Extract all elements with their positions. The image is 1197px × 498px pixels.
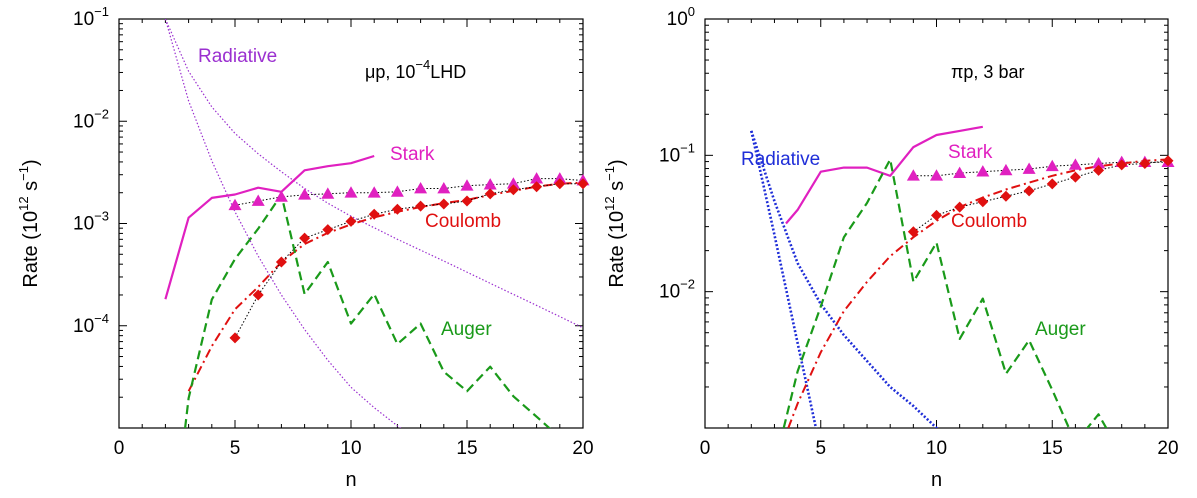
left-series-label-coulomb: Coulomb xyxy=(425,211,501,232)
left-series-line xyxy=(187,181,583,392)
left-diamond-marker xyxy=(577,178,589,190)
left-diamond-marker xyxy=(229,332,241,344)
left-triangle-marker xyxy=(414,181,428,194)
left-triangle-marker xyxy=(321,187,335,199)
left-series-line xyxy=(184,193,551,428)
left-diamond-marker xyxy=(391,203,403,215)
left-series-line xyxy=(234,183,583,339)
left-diamond-marker xyxy=(252,289,264,301)
left-triangle-marker xyxy=(390,185,404,197)
left-series-label-radiative: Radiative xyxy=(198,46,277,67)
right-diamond-marker xyxy=(1139,158,1151,170)
right-triangle-marker xyxy=(930,169,943,181)
right-x-tick-label: 15 xyxy=(1042,438,1063,459)
right-series-label-radiative: Radiative xyxy=(741,149,820,170)
left-annotation: μp, 10−4LHD xyxy=(365,57,466,82)
right-x-axis-label: n xyxy=(931,469,942,491)
left-triangle-marker xyxy=(460,179,474,191)
right-diamond-marker xyxy=(907,226,919,238)
left-triangle-marker xyxy=(274,190,288,202)
right-diamond-marker xyxy=(954,201,966,213)
right-y-tick-label: 10−1 xyxy=(659,140,695,166)
left-triangle-marker xyxy=(553,172,567,184)
left-triangle-marker xyxy=(344,186,358,198)
right-x-tick-label: 20 xyxy=(1157,438,1178,459)
left-y-tick-label: 10−2 xyxy=(73,106,109,132)
left-diamond-marker xyxy=(531,181,543,193)
left-y-tick-label: 10−4 xyxy=(73,311,109,337)
left-x-axis-label: n xyxy=(345,469,356,491)
left-diamond-marker xyxy=(507,184,519,196)
left-diamond-marker xyxy=(322,224,334,236)
left-diamond-marker xyxy=(275,256,287,268)
left-chart-panel: 0 5 10 15 20 10−1 10−2 10−3 10−4 n Rate (1012 s−1)… xyxy=(16,4,594,491)
left-diamond-marker xyxy=(438,198,450,210)
left-triangle-marker xyxy=(367,186,381,198)
right-triangle-marker xyxy=(1022,162,1036,174)
left-series-line xyxy=(234,178,583,206)
left-triangle-marker xyxy=(530,172,544,184)
left-series-line xyxy=(164,19,402,428)
right-x-tick-label: 0 xyxy=(700,438,711,459)
left-triangle-marker xyxy=(483,178,497,190)
right-series-line xyxy=(787,158,1168,428)
right-y-tick-label: 100 xyxy=(667,4,695,30)
left-y-axis-label: Rate (1012 s−1) xyxy=(16,159,42,287)
right-triangle-marker xyxy=(1092,157,1106,169)
left-triangle-marker xyxy=(437,181,451,194)
right-diamond-marker xyxy=(1046,178,1058,190)
right-diamond-marker xyxy=(1023,185,1035,197)
left-y-tick-label: 10−3 xyxy=(73,209,109,235)
right-series-label-auger: Auger xyxy=(1035,319,1086,340)
left-diamond-marker xyxy=(554,178,566,190)
right-plot-frame xyxy=(704,18,1169,429)
left-series-label-stark: Stark xyxy=(390,144,435,165)
right-y-tick-label: 10−2 xyxy=(659,277,695,303)
right-diamond-marker xyxy=(931,209,942,221)
left-series-label-auger: Auger xyxy=(441,319,492,340)
right-triangle-marker xyxy=(906,169,920,181)
left-triangle-marker xyxy=(251,194,265,206)
left-x-tick-label: 15 xyxy=(456,438,477,459)
right-y-axis-label: Rate (1012 s−1) xyxy=(602,159,628,287)
left-x-tick-label: 10 xyxy=(340,438,361,459)
left-diamond-marker xyxy=(299,232,311,244)
left-triangle-marker xyxy=(228,198,242,211)
left-series-line xyxy=(164,154,375,300)
left-diamond-marker xyxy=(484,188,496,200)
right-annotation: πp, 3 bar xyxy=(951,62,1024,82)
left-x-tick-label: 20 xyxy=(572,438,593,459)
right-diamond-marker xyxy=(1093,164,1105,176)
right-series-line xyxy=(750,130,938,428)
left-y-tick-label: 10−1 xyxy=(73,4,109,30)
left-diamond-marker xyxy=(368,208,380,220)
left-diamond-marker xyxy=(415,200,427,212)
right-triangle-marker xyxy=(1068,158,1082,170)
right-diamond-marker xyxy=(1116,159,1128,171)
left-series-line xyxy=(164,19,583,329)
right-x-tick-label: 10 xyxy=(926,438,947,459)
right-diamond-marker xyxy=(1069,171,1081,183)
right-triangle-marker xyxy=(953,166,967,178)
right-triangle-marker xyxy=(999,163,1013,176)
right-diamond-marker xyxy=(977,196,989,208)
right-x-tick-label: 5 xyxy=(815,438,826,459)
left-triangle-marker xyxy=(506,177,520,189)
left-diamond-marker xyxy=(461,195,473,207)
right-series-label-coulomb: Coulomb xyxy=(951,211,1027,232)
right-triangle-marker xyxy=(1045,159,1059,172)
right-series-label-stark: Stark xyxy=(948,142,993,163)
right-series-line xyxy=(785,125,983,225)
left-x-tick-label: 0 xyxy=(114,438,125,459)
right-diamond-marker xyxy=(1162,155,1174,167)
left-triangle-marker xyxy=(298,188,312,200)
left-diamond-marker xyxy=(345,215,357,227)
left-x-tick-label: 5 xyxy=(230,438,241,459)
right-chart-panel: 0 5 10 15 20 100 10−1 10−2 n Rate (1012 s−1) πp, 3… xyxy=(602,4,1179,491)
right-series-line xyxy=(782,158,1108,428)
right-diamond-marker xyxy=(1000,190,1012,202)
right-triangle-marker xyxy=(976,165,990,177)
right-series-line xyxy=(750,130,818,428)
